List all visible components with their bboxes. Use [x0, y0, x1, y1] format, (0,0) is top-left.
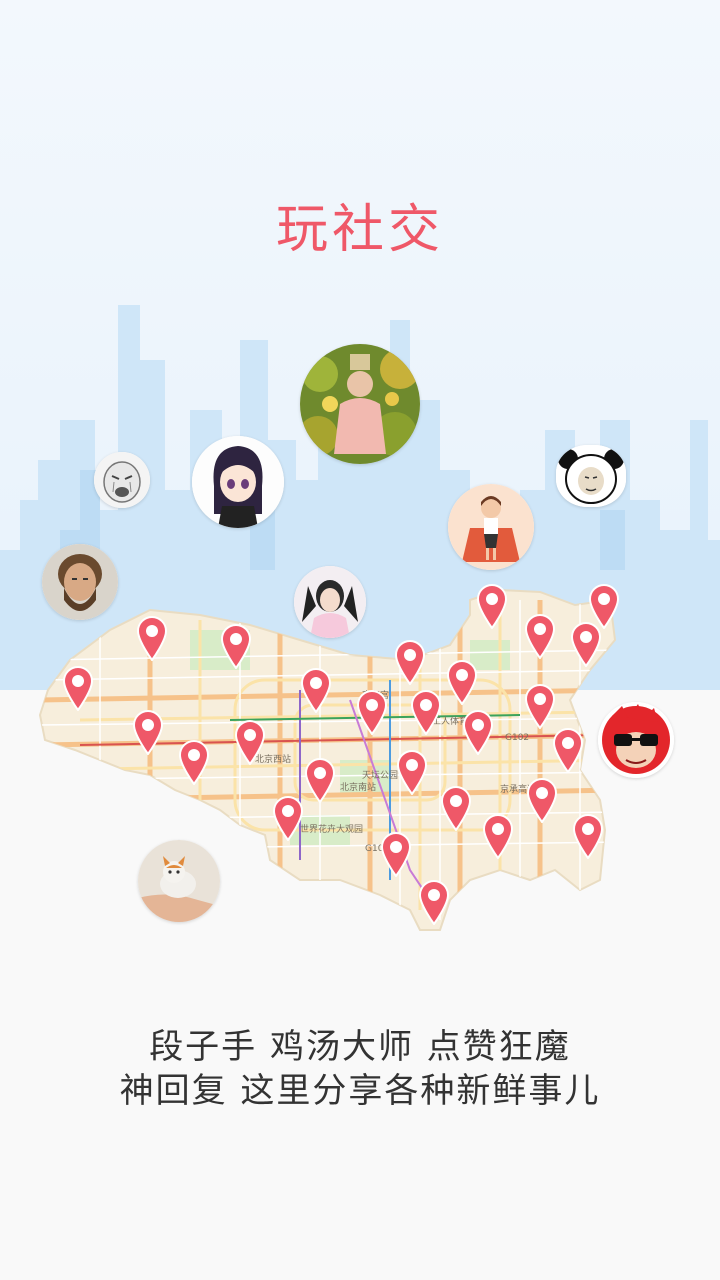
caption-line-2: 神回复 这里分享各种新鲜事儿 — [119, 1071, 601, 1111]
map-label: 世界花卉大观园 — [300, 823, 363, 835]
map-pin-icon[interactable] — [131, 709, 165, 755]
map-pin-icon[interactable] — [439, 785, 473, 831]
woman-in-flowers-photo-icon — [300, 344, 420, 464]
map-pin-icon[interactable] — [551, 727, 585, 773]
map-label: 京承高速 — [500, 783, 536, 795]
red-monster-sunglasses-icon — [598, 702, 674, 778]
avatar-cosplay-girl[interactable] — [294, 566, 366, 638]
map-pin-icon[interactable] — [303, 757, 337, 803]
page-title: 玩社交 — [275, 200, 444, 260]
map-pin-icon[interactable] — [393, 639, 427, 685]
map-label: G104 — [365, 844, 389, 854]
caption-line-1: 段子手 鸡汤大师 点赞狂魔 — [149, 1027, 571, 1067]
cosplay-girl-photo-icon — [294, 566, 366, 638]
map-pin-icon[interactable] — [271, 795, 305, 841]
avatar-cartoon-woman[interactable] — [448, 484, 534, 570]
cartoon-woman-cape-icon — [448, 484, 534, 570]
map-pin-icon[interactable] — [177, 739, 211, 785]
map-pin-icon[interactable] — [475, 583, 509, 629]
map-pin-icon[interactable] — [569, 621, 603, 667]
avatar-red-monster[interactable] — [598, 702, 674, 778]
bearded-man-photo-icon — [42, 544, 118, 620]
panda-meme-face-icon — [556, 445, 626, 507]
avatar-meme-crying[interactable] — [94, 452, 150, 508]
map-pin-icon[interactable] — [525, 777, 559, 823]
map-pin-icon[interactable] — [409, 689, 443, 735]
map-pin-icon[interactable] — [219, 623, 253, 669]
kitten-in-hands-photo-icon — [138, 840, 220, 922]
map-pin-icon[interactable] — [417, 879, 451, 925]
map-label: 北京西站 — [255, 753, 291, 765]
map-pin-icon[interactable] — [445, 659, 479, 705]
anime-girl-face-icon — [192, 436, 284, 528]
map-pin-icon[interactable] — [233, 719, 267, 765]
map-pin-icon[interactable] — [523, 613, 557, 659]
avatar-panda-meme[interactable] — [556, 445, 626, 507]
map-pin-icon[interactable] — [355, 689, 389, 735]
map-pin-icon[interactable] — [523, 683, 557, 729]
map-pin-icon[interactable] — [61, 665, 95, 711]
map-pin-icon[interactable] — [395, 749, 429, 795]
map-label: 北京南站 — [340, 781, 376, 793]
map-label: G102 — [505, 733, 529, 743]
map-pin-icon[interactable] — [379, 831, 413, 877]
map-pin-icon[interactable] — [587, 583, 621, 629]
map-label: 天坛公园 — [362, 770, 398, 781]
avatar-anime-girl[interactable] — [192, 436, 284, 528]
map-pin-icon[interactable] — [481, 813, 515, 859]
map-pin-icon[interactable] — [571, 813, 605, 859]
map-pin-icon[interactable] — [461, 709, 495, 755]
avatar-woman-flowers[interactable] — [300, 344, 420, 464]
map-pin-icon[interactable] — [135, 615, 169, 661]
avatar-bearded-man[interactable] — [42, 544, 118, 620]
map-pin-icon[interactable] — [299, 667, 333, 713]
avatar-kitten[interactable] — [138, 840, 220, 922]
crying-meme-face-icon — [94, 452, 150, 508]
